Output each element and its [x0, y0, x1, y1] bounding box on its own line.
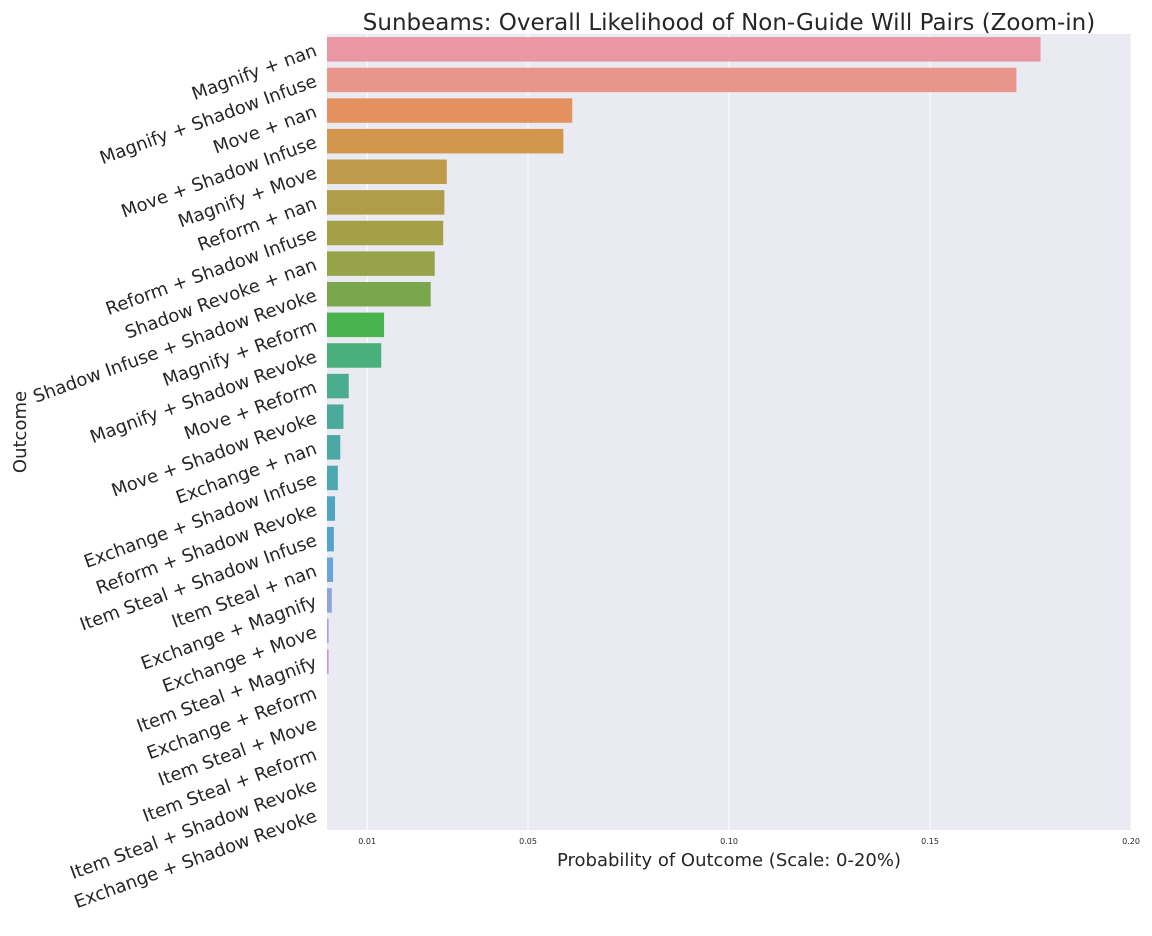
bar — [327, 618, 329, 644]
bar — [327, 128, 564, 154]
bar — [327, 343, 382, 368]
y-axis-label: Outcome — [10, 391, 31, 473]
bar — [327, 496, 336, 521]
x-tick-label: 0.05 — [519, 837, 537, 846]
x-axis-ticks: 0.01 0.05 0.10 0.15 0.20 — [358, 837, 1140, 846]
bar — [327, 190, 445, 215]
bar — [327, 67, 1017, 93]
x-tick-label: 0.01 — [358, 837, 376, 846]
chart-title: Sunbeams: Overall Likelihood of Non-Guid… — [363, 10, 1095, 36]
bar — [327, 435, 341, 460]
bar — [327, 37, 1041, 62]
x-tick-label: 0.20 — [1122, 837, 1140, 846]
bar — [327, 588, 332, 613]
bar — [327, 98, 573, 123]
plot-area — [327, 34, 1132, 830]
x-tick-label: 0.15 — [921, 837, 939, 846]
bar — [327, 526, 334, 552]
bar — [327, 404, 344, 429]
x-axis-label: Probability of Outcome (Scale: 0-20%) — [557, 850, 901, 871]
bar — [327, 557, 334, 583]
bar — [327, 251, 435, 276]
bar — [327, 281, 431, 307]
bar — [327, 373, 349, 399]
bar — [327, 220, 444, 246]
bar — [327, 159, 447, 185]
bar — [327, 649, 329, 674]
bar — [327, 312, 385, 338]
bar — [327, 465, 338, 491]
bars — [327, 37, 1041, 674]
x-tick-label: 0.10 — [720, 837, 738, 846]
